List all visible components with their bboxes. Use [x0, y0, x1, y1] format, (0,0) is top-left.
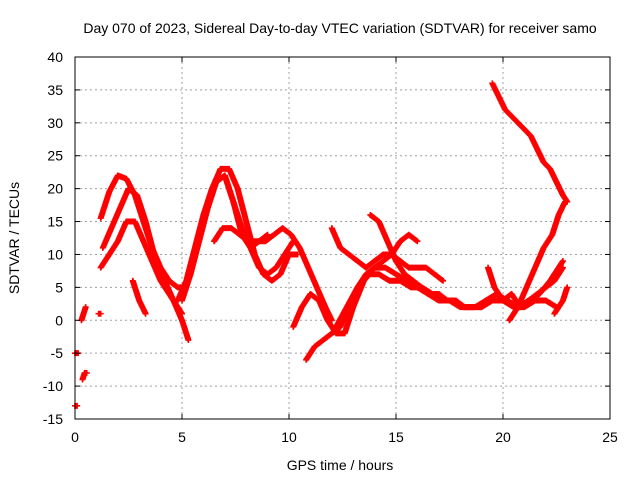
data-points: [551, 284, 571, 317]
y-tick-label: 15: [47, 214, 63, 230]
y-tick-label: 5: [55, 279, 63, 295]
data-points: [179, 172, 271, 304]
data-marks: [72, 80, 571, 409]
x-tick-label: 0: [71, 429, 79, 445]
series-track-b: [99, 185, 192, 344]
data-points: [72, 402, 81, 409]
data-points: [211, 225, 335, 324]
x-tick-label: 10: [281, 429, 297, 445]
data-points: [328, 225, 447, 284]
y-axis-label: SDTVAR / TECUs: [6, 182, 22, 294]
y-tick-label: 20: [47, 181, 63, 197]
x-tick-label: 5: [178, 429, 186, 445]
y-tick-label: 30: [47, 115, 63, 131]
series-track-m: [367, 211, 477, 311]
y-tick-label: -10: [43, 378, 63, 394]
data-points: [129, 277, 149, 317]
y-tick-label: -15: [43, 411, 63, 427]
data-points: [78, 304, 89, 324]
series-track-f: [211, 225, 335, 324]
data-points: [97, 218, 185, 317]
grid: [75, 57, 610, 419]
series-track-r: [78, 304, 89, 324]
series-track-o: [489, 80, 571, 205]
data-points: [489, 80, 571, 205]
chart-title: Day 070 of 2023, Sidereal Day-to-day VTE…: [83, 20, 596, 36]
data-points: [95, 310, 104, 317]
series-track-u: [72, 402, 81, 409]
series-track-h: [129, 277, 149, 317]
x-axis-label: GPS time / hours: [287, 457, 394, 473]
data-points: [221, 172, 297, 278]
x-tick-label: 15: [388, 429, 404, 445]
series-track-p: [506, 198, 569, 324]
data-points: [367, 211, 477, 311]
data-points: [79, 369, 90, 383]
data-points: [506, 198, 569, 324]
series-track-n: [485, 264, 566, 311]
data-points: [99, 185, 192, 344]
series-track-g: [221, 172, 297, 278]
y-tick-label: -5: [51, 345, 64, 361]
series-track-q: [551, 284, 571, 317]
y-tick-label: 10: [47, 246, 63, 262]
y-tick-label: 25: [47, 148, 63, 164]
y-tick-label: 0: [55, 312, 63, 328]
tick-labels: 0 5 10 15 20 25 -15 -10 -5 0 5 10 15 20 25 30 35 40: [43, 49, 618, 445]
series-track-c: [97, 218, 185, 317]
y-tick-label: 35: [47, 82, 63, 98]
series-track-e: [179, 172, 271, 304]
x-tick-label: 20: [495, 429, 511, 445]
series-track-k: [328, 225, 447, 284]
y-tick-label: 40: [47, 49, 63, 65]
plot-border: [74, 56, 611, 420]
series-track-v: [95, 310, 104, 317]
axes: [74, 56, 611, 420]
x-tick-label: 25: [602, 429, 618, 445]
series-track-s: [79, 369, 90, 383]
data-points: [485, 264, 566, 311]
